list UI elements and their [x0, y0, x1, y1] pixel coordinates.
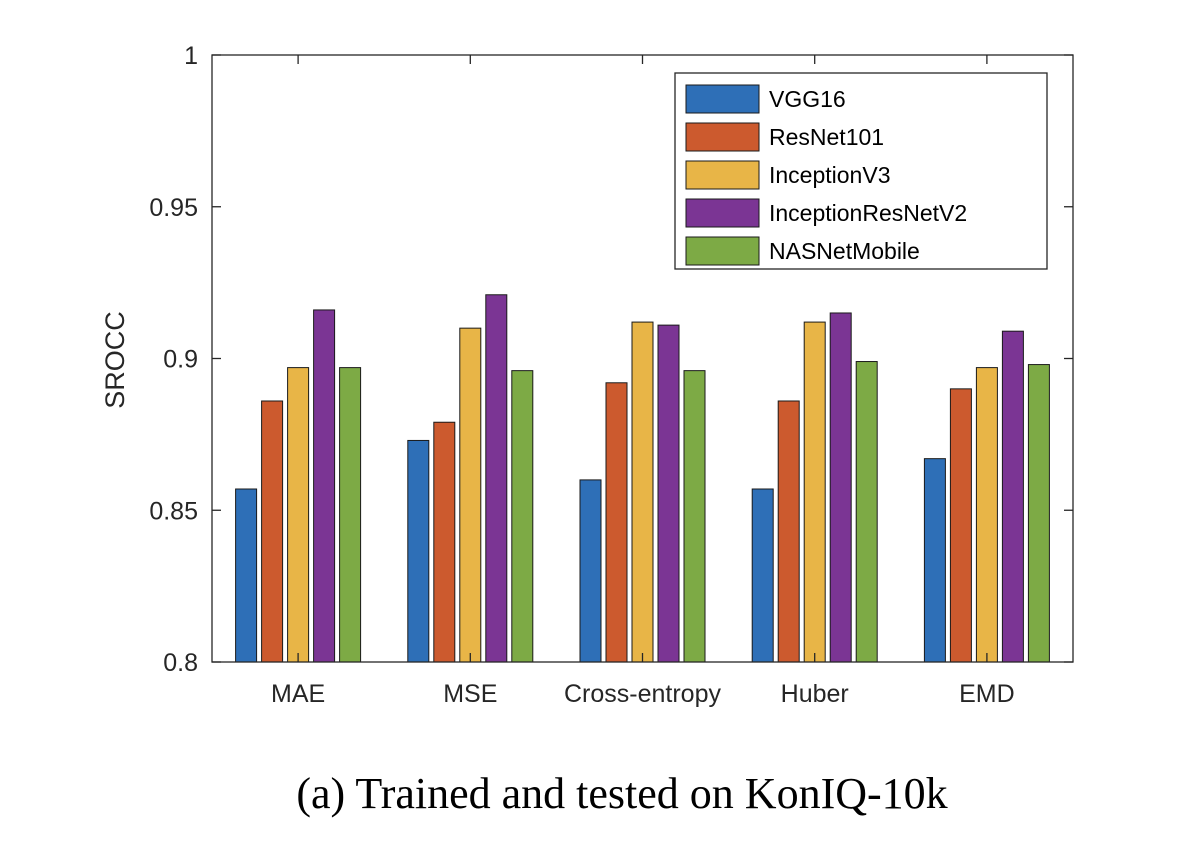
bar-nasnetmobile-huber: [855, 361, 878, 663]
x-ticks-group: MAE MSE Cross-entropy Huber EMD: [271, 55, 1015, 708]
bar-inceptionv3-mae: [287, 367, 310, 663]
legend-swatch-inceptionv3: [685, 160, 760, 190]
legend-swatch-resnet101: [685, 122, 760, 152]
legend-label-nasnetmobile: NASNetMobile: [769, 238, 920, 264]
bar-inceptionresnetv2-cross-entropy: [657, 324, 680, 663]
y-tick-label: 0.85: [149, 497, 198, 525]
figure-caption: (a) Trained and tested on KonIQ-10k: [296, 769, 947, 818]
bar-vgg16-mae: [235, 488, 258, 663]
bar-resnet101-emd: [949, 388, 972, 663]
bar-inceptionv3-mse: [459, 327, 482, 663]
y-tick-label: 0.95: [149, 194, 198, 222]
x-tick-label: Huber: [781, 680, 849, 708]
bar-resnet101-huber: [777, 400, 800, 663]
bar-resnet101-mse: [433, 421, 456, 663]
y-tick-label: 1: [184, 42, 198, 70]
bar-nasnetmobile-emd: [1027, 364, 1050, 663]
bar-vgg16-mse: [407, 439, 430, 663]
x-tick-label: Cross-entropy: [564, 680, 721, 708]
bar-vgg16-cross-entropy: [579, 479, 602, 663]
bar-inceptionresnetv2-mae: [313, 309, 336, 663]
y-tick-label: 0.9: [163, 346, 198, 374]
bar-inceptionv3-huber: [803, 321, 826, 663]
y-axis-label: SROCC: [100, 311, 130, 409]
bar-resnet101-cross-entropy: [605, 382, 628, 663]
legend-swatch-inceptionresnetv2: [685, 198, 760, 228]
bar-inceptionresnetv2-huber: [829, 312, 852, 663]
legend-label-resnet101: ResNet101: [769, 124, 884, 150]
legend-label-inceptionresnetv2: InceptionResNetV2: [769, 200, 967, 226]
bars-group: [235, 294, 1050, 663]
bar-vgg16-emd: [923, 458, 946, 663]
legend-swatch-vgg16: [685, 84, 760, 114]
legend-swatch-nasnetmobile: [685, 236, 760, 266]
bar-nasnetmobile-cross-entropy: [683, 370, 706, 663]
y-tick-label: 0.8: [163, 649, 198, 677]
bar-inceptionresnetv2-mse: [485, 294, 508, 663]
legend: VGG16 ResNet101 InceptionV3 InceptionResNet…: [674, 72, 1048, 270]
bar-inceptionv3-cross-entropy: [631, 321, 654, 663]
bar-inceptionresnetv2-emd: [1001, 330, 1024, 663]
bar-inceptionv3-emd: [975, 367, 998, 663]
legend-label-inceptionv3: InceptionV3: [769, 162, 890, 188]
x-tick-label: MAE: [271, 680, 325, 708]
y-ticks-group: 0.8 0.85 0.9 0.95 1: [149, 42, 1073, 677]
x-tick-label: EMD: [959, 680, 1015, 708]
legend-label-vgg16: VGG16: [769, 86, 846, 112]
x-tick-label: MSE: [443, 680, 497, 708]
bar-nasnetmobile-mae: [339, 367, 362, 663]
bar-vgg16-huber: [751, 488, 774, 663]
bar-nasnetmobile-mse: [511, 370, 534, 663]
bar-resnet101-mae: [261, 400, 284, 663]
